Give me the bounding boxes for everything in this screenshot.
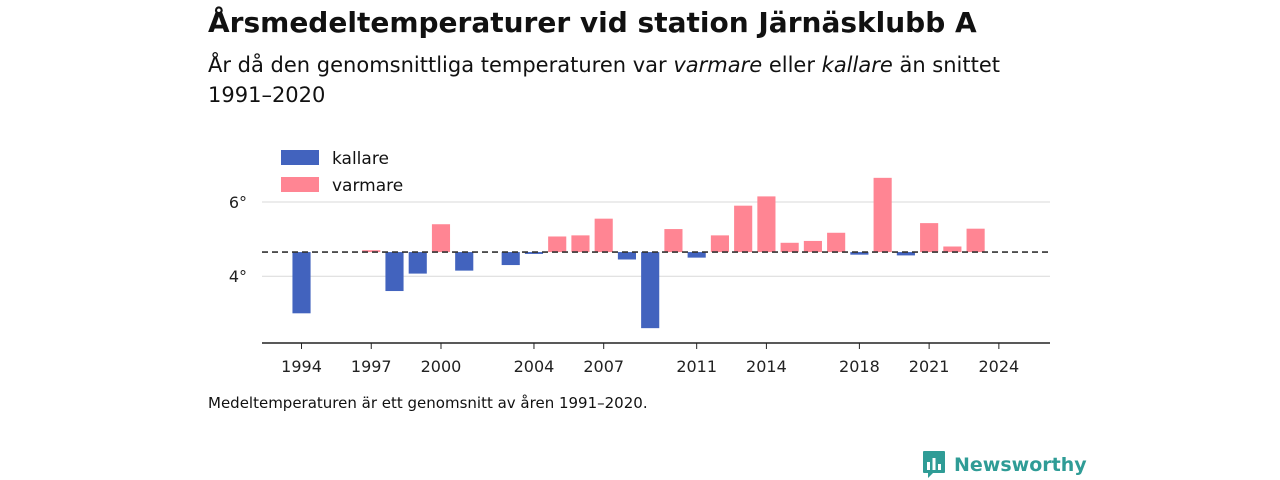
x-tick-label: 2024 [979, 357, 1020, 376]
legend-swatch-varmare [281, 177, 319, 192]
bar-2021 [920, 223, 939, 253]
x-tick-label: 2000 [421, 357, 462, 376]
chart-title: Årsmedeltemperaturer vid station Järnäsk… [208, 6, 977, 39]
bars [292, 177, 985, 329]
bar-2012 [710, 235, 729, 253]
bar-2006 [571, 235, 590, 253]
bar-2005 [548, 236, 567, 253]
bar-2015 [780, 242, 799, 253]
bar-1999 [408, 252, 427, 274]
temperature-chart: 1994 1997 2000 2004 2007 2011 2014 2018 2021 2024… [229, 149, 1050, 376]
bar-2018 [850, 252, 869, 255]
brand-logo[interactable]: Newsworthy [922, 450, 1087, 480]
x-tick-label: 2018 [839, 357, 880, 376]
subtitle-tail: än snittet 1991–2020 [208, 53, 1001, 107]
footnote: Medeltemperaturen är ett genomsnitt av å… [208, 394, 648, 412]
bar-2022 [943, 246, 962, 253]
subtitle-middle: eller [762, 53, 822, 77]
x-tick-label: 1997 [351, 357, 392, 376]
bar-2011 [687, 252, 706, 258]
y-tick-label: 4° [229, 267, 247, 286]
bar-2001 [455, 252, 474, 271]
subtitle-lead: År då den genomsnittliga temperaturen va… [208, 53, 674, 77]
x-tick-label: 2004 [514, 357, 555, 376]
y-tick-label: 6° [229, 193, 247, 212]
bar-2000 [431, 224, 451, 253]
x-tick-label: 2021 [909, 357, 950, 376]
bar-2023 [966, 228, 985, 253]
brand-name: Newsworthy [954, 454, 1087, 476]
bar-2013 [734, 205, 753, 253]
legend-label-varmare: varmare [332, 176, 403, 196]
legend: kallare varmare [281, 149, 403, 196]
legend-label-kallare: kallare [332, 149, 389, 169]
bar-2016 [803, 240, 822, 253]
bar-2017 [827, 232, 846, 253]
bar-2008 [617, 252, 637, 260]
y-axis-labels: 4° 6° [229, 193, 247, 286]
bar-2004 [524, 252, 544, 254]
chart-subtitle: År då den genomsnittliga temperaturen va… [208, 50, 1038, 110]
x-tick-label: 1994 [281, 357, 322, 376]
bar-2014 [757, 196, 776, 253]
bar-2009 [641, 252, 660, 329]
bar-1994 [292, 252, 311, 314]
newsworthy-logo-icon [923, 451, 945, 478]
bar-1997 [362, 250, 381, 253]
bar-2020 [896, 252, 915, 256]
bar-2010 [664, 229, 683, 253]
subtitle-cold-word: kallare [821, 53, 893, 77]
x-tick-label: 2007 [583, 357, 624, 376]
bar-2003 [501, 252, 520, 266]
x-tick-label: 2011 [676, 357, 717, 376]
x-tick-label: 2014 [746, 357, 787, 376]
legend-swatch-kallare [281, 150, 319, 165]
bar-2007 [594, 218, 613, 253]
subtitle-warm-word: varmare [673, 53, 763, 77]
bar-2019 [873, 177, 892, 253]
bar-1998 [385, 252, 404, 292]
x-axis: 1994 1997 2000 2004 2007 2011 2014 2018 2021 2024 [262, 342, 1050, 376]
